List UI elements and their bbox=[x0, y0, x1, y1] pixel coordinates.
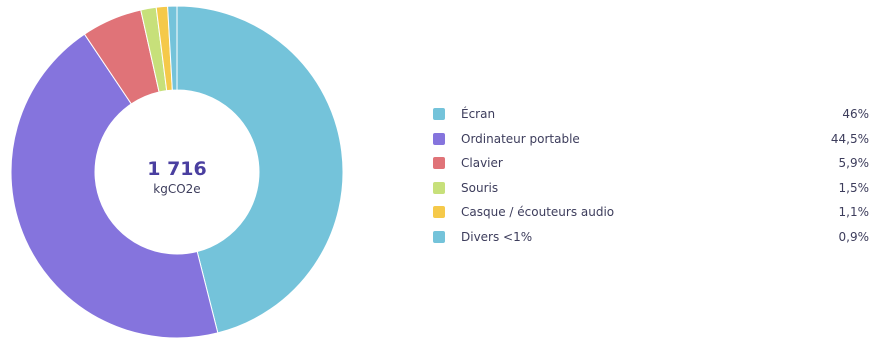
donut-slice-0 bbox=[176, 5, 344, 334]
chart-legend: Écran 46% Ordinateur portable 44,5% Clav… bbox=[433, 104, 871, 252]
center-total-unit: kgCO2e bbox=[153, 182, 200, 196]
legend-value: 5,9% bbox=[838, 156, 870, 171]
legend-value: 0,9% bbox=[838, 229, 870, 244]
legend-swatch bbox=[433, 157, 445, 170]
legend-swatch bbox=[433, 230, 445, 243]
legend-swatch bbox=[433, 181, 445, 194]
legend-value: 46% bbox=[842, 107, 869, 121]
donut-slices bbox=[10, 5, 344, 338]
legend-item: Divers <1% 0,9% bbox=[433, 227, 871, 252]
legend-label: Casque / écouteurs audio bbox=[461, 205, 615, 220]
legend-value: 1,1% bbox=[838, 205, 870, 220]
legend-swatch bbox=[433, 132, 445, 145]
legend-item: Ordinateur portable 44,5% bbox=[433, 129, 871, 154]
legend-value: 1,5% bbox=[838, 180, 870, 195]
legend-label: Écran bbox=[461, 107, 496, 121]
legend-item: Écran 46% bbox=[433, 104, 871, 129]
legend-item: Souris 1,5% bbox=[433, 178, 871, 203]
legend-item: Clavier 5,9% bbox=[433, 153, 871, 178]
legend-label: Divers <1% bbox=[461, 229, 533, 244]
legend-label: Clavier bbox=[461, 156, 503, 171]
donut-slice-1 bbox=[10, 33, 219, 338]
center-total-value: 1 716 bbox=[147, 158, 207, 180]
legend-label: Souris bbox=[461, 180, 499, 195]
legend-label: Ordinateur portable bbox=[461, 131, 580, 146]
legend-swatch bbox=[433, 206, 445, 219]
donut-slice-5 bbox=[167, 5, 178, 91]
legend-swatch bbox=[433, 108, 445, 120]
legend-item: Casque / écouteurs audio 1,1% bbox=[433, 202, 871, 227]
donut-chart: 1 716 kgCO2e bbox=[10, 5, 344, 338]
legend-value: 44,5% bbox=[830, 131, 869, 146]
